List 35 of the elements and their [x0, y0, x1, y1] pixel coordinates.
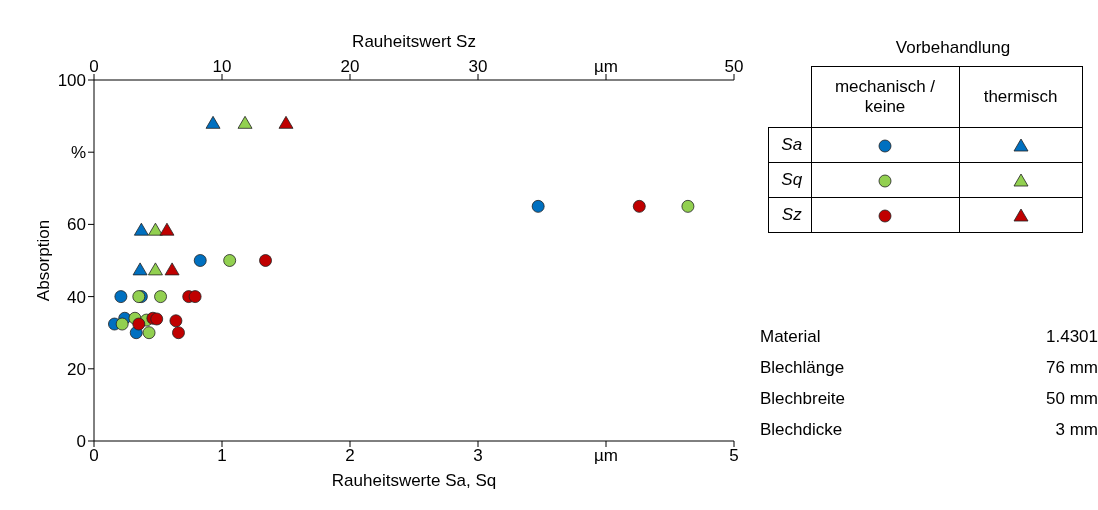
text: 1.4301 — [1046, 326, 1098, 348]
x2-axis-title: Rauheitswert Sz — [352, 32, 476, 52]
x-tick-label: µm — [594, 446, 618, 466]
legend-title: Vorbehandlung — [894, 38, 1012, 58]
text: Sz — [768, 197, 811, 233]
x2-tick-label: 30 — [468, 57, 488, 76]
text: Sq — [768, 162, 811, 198]
y-tick-label: 20 — [67, 359, 86, 379]
x-axis-title: Rauheitswerte Sa, Sq — [331, 471, 497, 490]
x-tick-label: 2 — [345, 446, 355, 466]
text: thermisch — [959, 66, 1082, 128]
x-tick-label: 1 — [217, 446, 227, 466]
text: 50 mm — [1046, 388, 1098, 410]
x2-tick-label: 50 — [724, 57, 744, 76]
text: 76 mm — [1046, 357, 1098, 379]
x-tick-label: 3 — [473, 446, 483, 466]
text: 3 mm — [1055, 419, 1098, 441]
y-tick-label: 60 — [67, 215, 86, 235]
x2-tick-label: 10 — [212, 57, 232, 76]
text: Blechdicke — [760, 419, 843, 441]
y-tick-label: 0 — [76, 432, 86, 452]
text: mechanisch / keine — [811, 66, 959, 128]
y-axis-title: Absorption — [34, 219, 54, 302]
x2-tick-label: 20 — [340, 57, 360, 76]
x-tick-label: 0 — [89, 446, 99, 466]
x-tick-label: 5 — [729, 446, 739, 466]
x2-tick-label: µm — [594, 57, 618, 76]
x2-tick-label: 0 — [89, 57, 99, 76]
text: Sa — [768, 127, 811, 163]
text: Blechlänge — [760, 357, 845, 379]
y-tick-label: % — [70, 143, 86, 163]
text: Blechbreite — [760, 388, 846, 410]
y-tick-label: 100 — [57, 71, 86, 91]
y-tick-label: 40 — [67, 287, 86, 307]
text: Material — [760, 326, 821, 348]
